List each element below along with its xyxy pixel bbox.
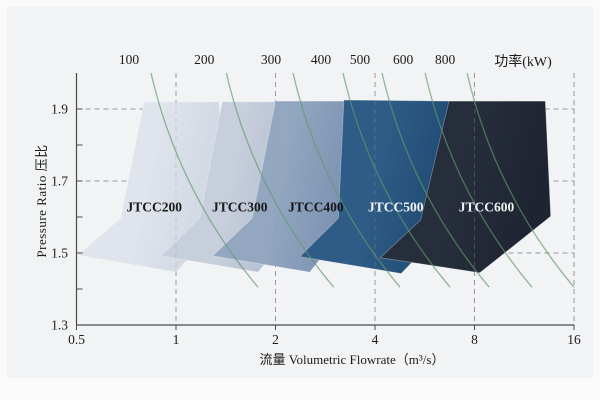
y-tick-label-1.7: 1.7 (51, 174, 68, 189)
y-axis-title: Pressure Ratio 压比 (34, 144, 49, 258)
axes: 1.3 1.5 1.7 1.9 0.5 1 2 4 8 16 (51, 73, 581, 347)
x-tick-label-16: 16 (567, 332, 581, 347)
power-curve-100 (150, 72, 259, 288)
x-tick-label-8: 8 (471, 332, 478, 347)
envelope-label-jtcc400: JTCC400 (288, 199, 344, 214)
envelope-label-jtcc200: JTCC200 (127, 199, 183, 214)
envelope-label-jtcc300: JTCC300 (212, 199, 268, 214)
power-curve-300 (292, 72, 401, 288)
power-curve-label-800: 800 (435, 52, 456, 67)
x-tick-label-2: 2 (272, 332, 279, 347)
power-unit-label: 功率(kW) (494, 55, 552, 70)
envelope-label-jtcc500: JTCC500 (368, 199, 424, 214)
power-curve-800 (466, 72, 575, 288)
y-tick-label-1.9: 1.9 (51, 102, 68, 117)
envelopes (76, 99, 552, 274)
x-tick-label-1: 1 (173, 332, 180, 347)
power-curve-label-200: 200 (194, 52, 215, 67)
gridlines-over (175, 73, 575, 325)
power-curve-200 (225, 72, 335, 288)
power-curve-500 (381, 72, 490, 288)
power-curve-600 (424, 72, 533, 288)
y-tick-label-1.3: 1.3 (51, 318, 68, 333)
power-curve-label-500: 500 (350, 52, 371, 67)
x-tick-label-0.5: 0.5 (68, 332, 85, 347)
x-tick-label-4: 4 (372, 332, 379, 347)
power-curve-label-400: 400 (311, 52, 332, 67)
power-curve-label-100: 100 (119, 52, 140, 67)
power-curve-label-300: 300 (261, 52, 282, 67)
y-tick-label-1.5: 1.5 (51, 246, 68, 261)
envelope-labels: JTCC200 JTCC300 JTCC400 JTCC500 JTCC600 (127, 199, 515, 214)
x-axis-title: 流量 Volumetric Flowrate（m³/s） (259, 352, 445, 367)
power-curve-400 (342, 72, 451, 288)
power-curves: 100 200 300 400 500 600 800 (119, 52, 575, 288)
power-curve-label-600: 600 (393, 52, 414, 67)
envelope-label-jtcc600: JTCC600 (459, 199, 515, 214)
